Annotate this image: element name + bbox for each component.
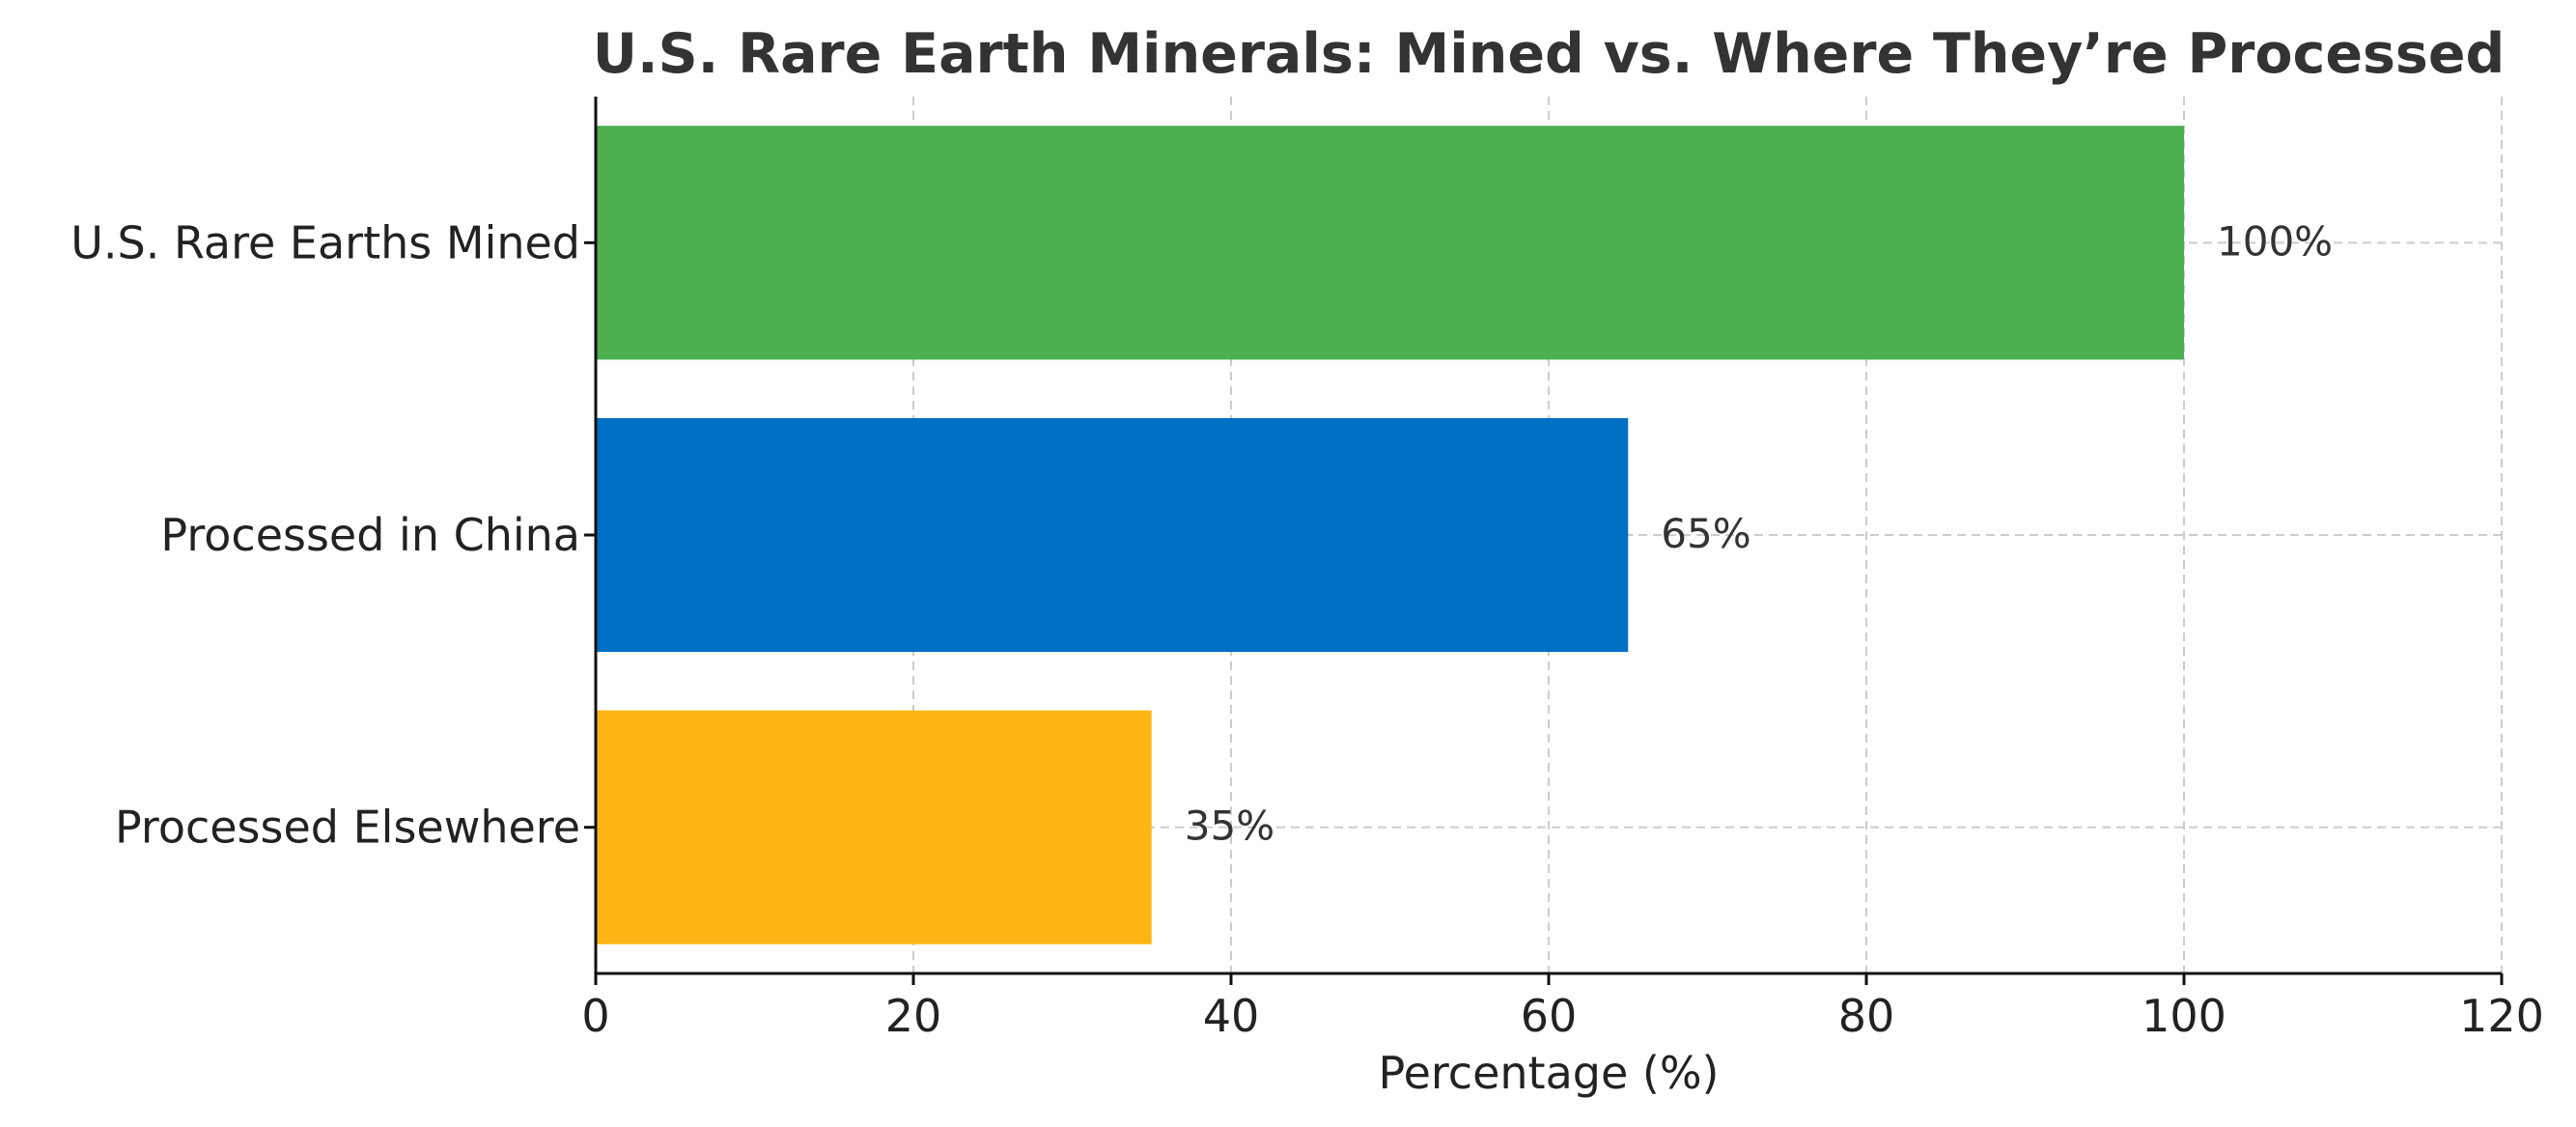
bar-data-label: 100% (2217, 217, 2333, 265)
x-tick-label: 80 (1838, 990, 1895, 1042)
bars (596, 126, 2184, 944)
y-tick-label: Processed Elsewhere (115, 802, 580, 854)
x-tick-label: 120 (2459, 990, 2544, 1042)
axes (584, 97, 2504, 985)
y-tick-label: Processed in China (160, 509, 580, 561)
x-tick-label: 20 (885, 990, 942, 1042)
x-axis-label: Percentage (%) (1379, 1047, 1720, 1099)
x-tick-label: 40 (1203, 990, 1260, 1042)
x-tick-label: 0 (581, 990, 609, 1042)
bar-data-label: 35% (1185, 803, 1274, 850)
labels: 0 20 40 60 80 100 120 U.S. Rare Earths Mined Pro… (70, 216, 2544, 1042)
bar-data-label: 65% (1661, 510, 1750, 557)
bar (596, 710, 1152, 944)
chart-title: U.S. Rare Earth Minerals: Mined vs. Wher… (593, 22, 2506, 86)
x-tick-label: 100 (2142, 990, 2226, 1042)
x-tick-label: 60 (1521, 990, 1578, 1042)
bar (596, 126, 2184, 360)
bar (596, 417, 1629, 653)
y-tick-label: U.S. Rare Earths Mined (70, 216, 580, 268)
